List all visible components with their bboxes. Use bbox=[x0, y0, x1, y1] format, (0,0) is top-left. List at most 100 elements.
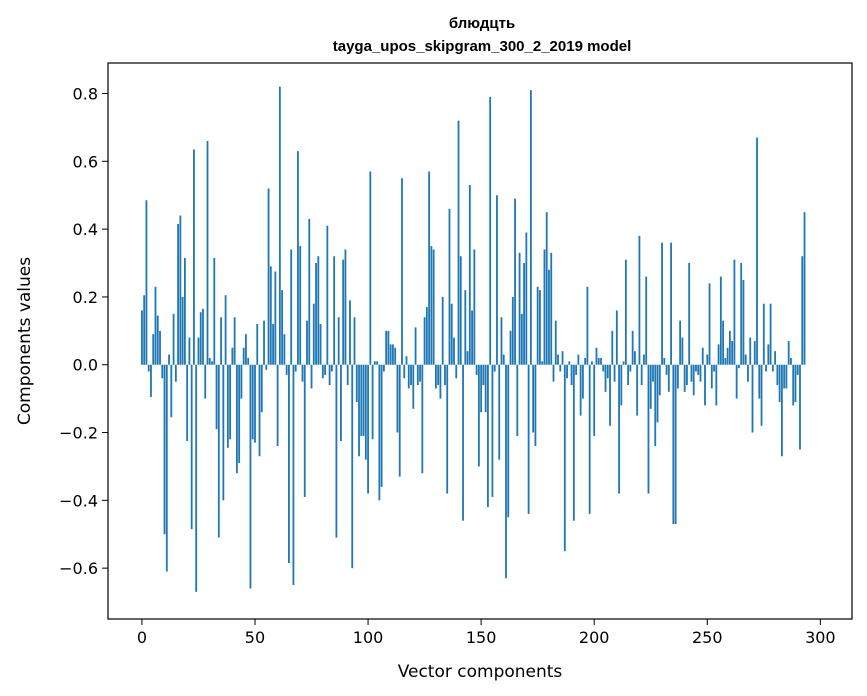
bar bbox=[378, 364, 381, 501]
bar bbox=[202, 308, 204, 365]
bar bbox=[656, 364, 659, 423]
bar bbox=[667, 364, 670, 392]
bar bbox=[358, 364, 360, 457]
bar bbox=[536, 286, 539, 365]
bar bbox=[534, 364, 537, 447]
bar bbox=[679, 320, 682, 365]
bar bbox=[686, 364, 688, 386]
bar bbox=[163, 364, 166, 535]
bar bbox=[143, 295, 146, 365]
bar bbox=[283, 334, 286, 365]
bar bbox=[692, 364, 695, 396]
bar bbox=[550, 252, 553, 365]
bar bbox=[683, 364, 686, 392]
bar bbox=[715, 364, 718, 406]
bar bbox=[701, 347, 704, 365]
bar bbox=[570, 364, 573, 386]
bar bbox=[152, 334, 155, 365]
bar bbox=[403, 364, 406, 379]
bar bbox=[430, 246, 433, 365]
bar bbox=[367, 364, 369, 494]
bar bbox=[695, 364, 697, 372]
bar bbox=[525, 232, 528, 365]
bar bbox=[496, 195, 498, 365]
bar bbox=[254, 364, 256, 443]
bar bbox=[245, 334, 247, 365]
bar bbox=[376, 361, 379, 365]
bar bbox=[333, 256, 336, 365]
bar bbox=[769, 303, 772, 365]
bar bbox=[796, 364, 799, 375]
bar bbox=[170, 364, 173, 418]
bar bbox=[794, 364, 797, 403]
y-tick-label: 0.8 bbox=[73, 85, 98, 104]
x-tick-label: 200 bbox=[579, 628, 610, 647]
bar bbox=[147, 364, 150, 372]
bar bbox=[321, 364, 324, 379]
bar bbox=[394, 347, 397, 365]
bar bbox=[265, 364, 268, 370]
bar bbox=[654, 364, 657, 447]
bar bbox=[405, 356, 408, 365]
bar bbox=[647, 364, 650, 494]
bar bbox=[744, 354, 747, 365]
bar bbox=[643, 354, 645, 365]
bar bbox=[790, 357, 792, 365]
bar bbox=[301, 364, 304, 382]
bar bbox=[414, 327, 417, 365]
bar bbox=[231, 347, 234, 365]
bar bbox=[742, 279, 745, 365]
bar bbox=[749, 337, 752, 365]
bar bbox=[783, 364, 786, 389]
bar bbox=[586, 286, 589, 365]
y-tick-label: 0.6 bbox=[73, 152, 98, 171]
x-tick-label: 100 bbox=[353, 628, 384, 647]
bar bbox=[423, 317, 426, 365]
bar bbox=[299, 246, 302, 365]
bar bbox=[335, 364, 338, 538]
bar bbox=[471, 310, 473, 365]
bar bbox=[697, 364, 700, 375]
x-tick-label: 300 bbox=[805, 628, 836, 647]
bar bbox=[545, 212, 548, 365]
bar bbox=[489, 96, 492, 365]
bar bbox=[559, 364, 562, 372]
bar bbox=[308, 218, 311, 365]
bar bbox=[799, 364, 801, 450]
bar bbox=[211, 361, 213, 365]
bar bbox=[753, 341, 756, 365]
bar bbox=[319, 324, 322, 365]
bar bbox=[258, 364, 261, 457]
bar bbox=[428, 171, 431, 365]
bar bbox=[410, 364, 412, 386]
bar bbox=[392, 344, 394, 365]
bar bbox=[382, 364, 385, 372]
bar bbox=[475, 364, 478, 375]
bar bbox=[276, 364, 279, 447]
bar bbox=[726, 347, 729, 365]
bar bbox=[613, 364, 616, 382]
bar bbox=[462, 364, 464, 521]
bar bbox=[618, 364, 620, 494]
bar bbox=[624, 259, 627, 365]
bar bbox=[351, 364, 354, 569]
bar bbox=[699, 364, 702, 382]
bar bbox=[455, 364, 458, 379]
bar bbox=[756, 137, 758, 365]
x-axis-label: Vector components bbox=[398, 662, 563, 682]
bar bbox=[421, 364, 424, 474]
bar bbox=[193, 149, 195, 365]
bar bbox=[767, 344, 770, 365]
bar bbox=[704, 364, 706, 406]
bar bbox=[199, 312, 202, 365]
bar bbox=[292, 364, 295, 586]
y-tick-label: 0.0 bbox=[73, 356, 98, 375]
bar bbox=[288, 364, 290, 564]
bar bbox=[340, 364, 342, 442]
bar bbox=[498, 364, 501, 460]
bar bbox=[446, 364, 449, 494]
y-axis-label: Components values bbox=[15, 257, 35, 425]
bar bbox=[208, 357, 211, 365]
bar bbox=[389, 344, 392, 365]
